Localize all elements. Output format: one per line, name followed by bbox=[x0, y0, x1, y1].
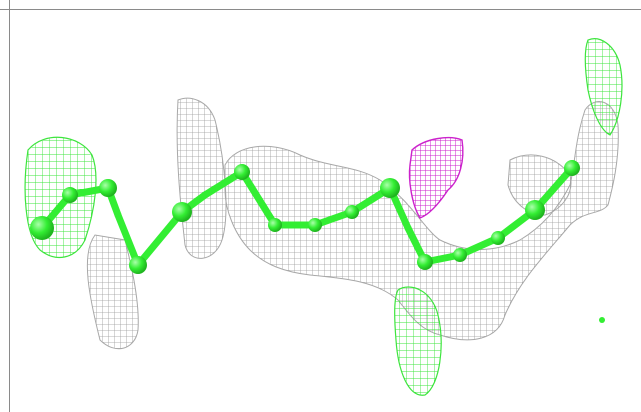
ligand-model bbox=[30, 160, 605, 323]
stray-atom-dot bbox=[599, 317, 605, 323]
frame-top-border bbox=[0, 9, 641, 10]
frame-left-border bbox=[9, 0, 10, 412]
density-mesh bbox=[86, 97, 619, 350]
negative-difference-density bbox=[408, 137, 464, 219]
